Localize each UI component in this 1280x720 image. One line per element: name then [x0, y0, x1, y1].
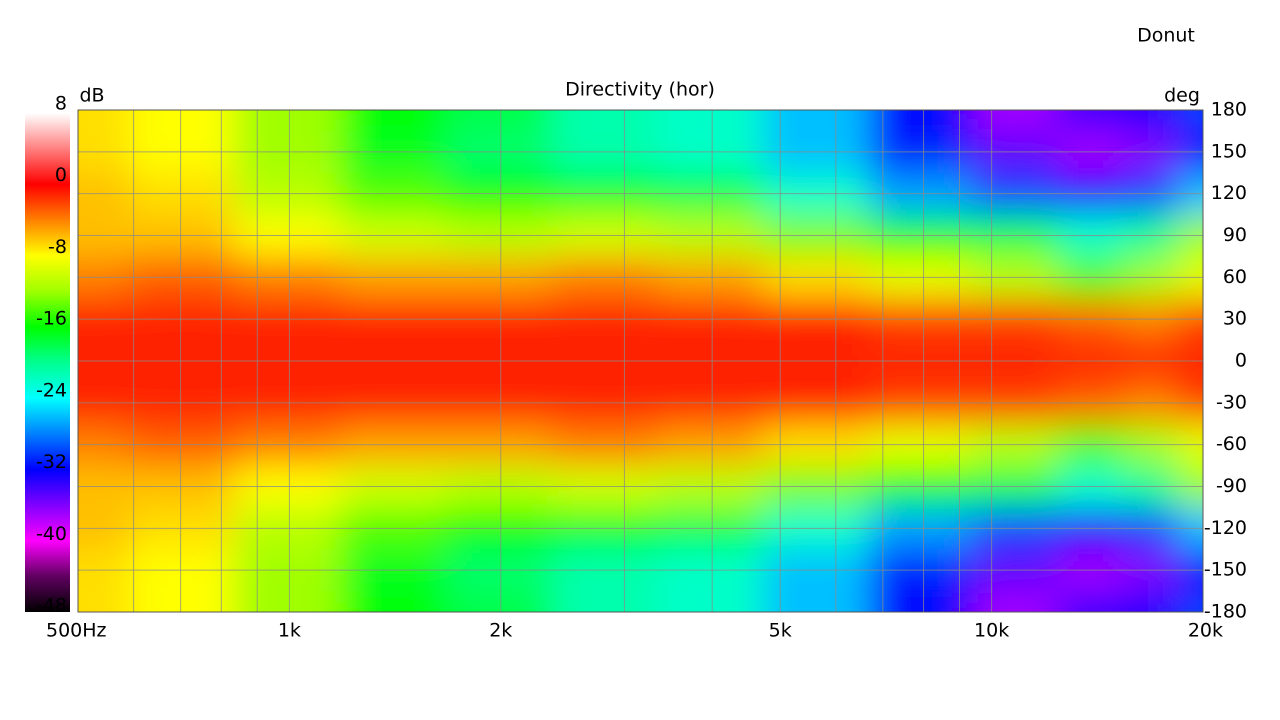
grid	[77, 109, 1204, 613]
heat-cell	[763, 591, 870, 612]
heat-cell	[340, 591, 447, 612]
y-tick-label: -30	[1216, 391, 1247, 413]
heat-cell	[129, 591, 236, 612]
header-text: Donut	[1137, 25, 1195, 47]
x-tick-label: 5k	[769, 620, 792, 642]
heat-cell	[763, 110, 870, 132]
colorbar	[25, 113, 70, 612]
heat-cell	[78, 591, 130, 612]
heat-cell	[1123, 591, 1179, 612]
heat-cell	[972, 110, 1058, 132]
x-tick-label: 10k	[974, 620, 1009, 642]
heat-cell	[657, 591, 764, 612]
heat-cell	[1178, 591, 1203, 612]
heat-cell	[1123, 110, 1179, 132]
y-tick-label: -60	[1216, 433, 1247, 455]
colorbar-tick-label: 8	[55, 93, 67, 115]
heat-cell	[446, 110, 553, 132]
y-axis-label: deg	[1164, 85, 1200, 107]
colorbar-tick-label: -48	[36, 595, 67, 617]
heat-cell	[446, 591, 553, 612]
y-tick-label: -150	[1204, 559, 1247, 581]
y-tick-label: 0	[1235, 350, 1247, 372]
heat-cell	[657, 110, 764, 132]
y-tick-label: 120	[1211, 182, 1247, 204]
heat-cell	[869, 110, 973, 132]
y-tick-label: -120	[1204, 517, 1247, 539]
heat-cell	[1057, 110, 1125, 132]
heat-cell	[972, 591, 1058, 612]
colorbar-tick-label: -40	[36, 523, 67, 545]
colorbar-tick-label: -32	[36, 451, 67, 473]
x-tick-label: 20k	[1188, 620, 1223, 642]
heat-cell	[552, 591, 659, 612]
y-tick-label: -90	[1216, 475, 1247, 497]
colorbar-tick-label: -16	[36, 308, 67, 330]
y-tick-label: 150	[1211, 140, 1247, 162]
heat-cell	[1178, 110, 1203, 132]
x-tick-label: 1k	[278, 620, 301, 642]
colorbar-tick-label: -8	[48, 236, 67, 258]
heat-cell	[235, 591, 342, 612]
heat-cell	[869, 591, 973, 612]
heat-cell	[552, 110, 659, 132]
y-tick-label: 30	[1223, 308, 1247, 330]
y-tick-label: 180	[1211, 99, 1247, 121]
heat-cell	[1057, 591, 1125, 612]
heat-cell	[340, 110, 447, 132]
colorbar-tick-label: -24	[36, 379, 67, 401]
heat-cell	[78, 110, 130, 132]
heat-cell	[129, 110, 236, 132]
chart-title: Directivity (hor)	[565, 79, 715, 101]
y-tick-label: 60	[1223, 266, 1247, 288]
y-tick-label: -180	[1204, 601, 1247, 623]
colorbar-label: dB	[79, 85, 104, 107]
heat-cell	[235, 110, 342, 132]
colorbar-tick-label: 0	[55, 164, 67, 186]
x-tick-label: 500Hz	[46, 620, 107, 642]
plot-frame	[77, 109, 1204, 613]
x-tick-label: 2k	[489, 620, 512, 642]
y-tick-label: 90	[1223, 224, 1247, 246]
